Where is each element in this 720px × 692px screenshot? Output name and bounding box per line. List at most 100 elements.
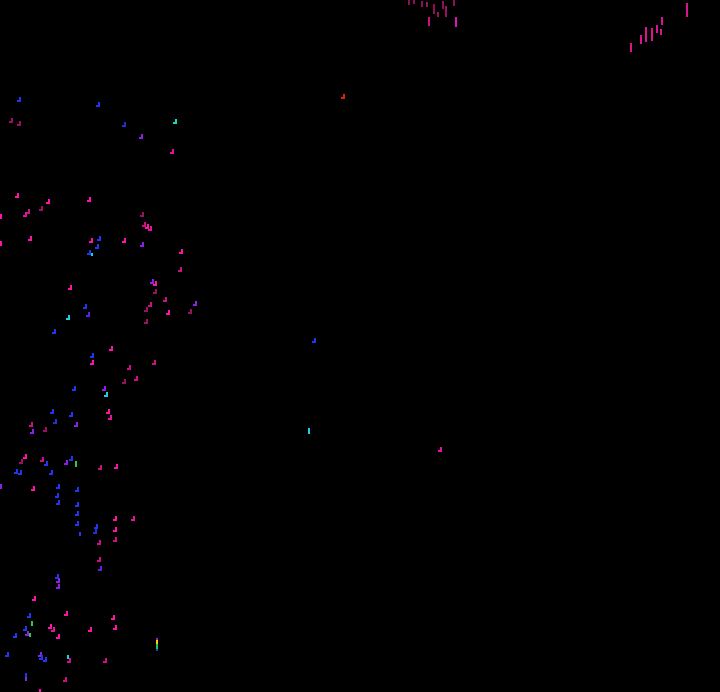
note-particle xyxy=(97,236,101,241)
note-particle xyxy=(144,307,148,312)
streak-particle xyxy=(455,17,457,27)
note-particle xyxy=(140,212,144,217)
note-particle xyxy=(74,422,78,427)
note-particle xyxy=(64,460,68,465)
streak-particle xyxy=(75,461,77,467)
note-particle xyxy=(152,360,156,365)
note-particle xyxy=(23,212,27,217)
note-particle xyxy=(75,502,79,507)
note-particle xyxy=(64,611,68,616)
streak-particle xyxy=(433,4,435,14)
note-particle xyxy=(83,304,87,309)
streak-particle xyxy=(630,43,632,52)
note-particle xyxy=(108,415,112,420)
streak-particle xyxy=(442,1,444,9)
note-particle xyxy=(87,197,91,202)
note-particle xyxy=(179,249,183,254)
note-particle xyxy=(43,427,47,432)
note-particle xyxy=(14,469,18,474)
note-particle xyxy=(0,484,2,489)
streak-particle xyxy=(408,0,410,5)
rainbow-particle xyxy=(156,638,158,651)
streak-particle xyxy=(31,621,33,626)
note-particle xyxy=(153,289,157,294)
streak-particle xyxy=(651,28,653,41)
note-particle xyxy=(97,557,101,562)
rainbow-segment xyxy=(156,649,158,651)
note-particle xyxy=(25,631,29,636)
note-particle xyxy=(90,353,94,358)
note-particle xyxy=(173,119,177,124)
note-particle xyxy=(26,209,30,214)
note-particle xyxy=(44,461,48,466)
note-particle xyxy=(46,199,50,204)
note-particle xyxy=(13,633,17,638)
note-particle xyxy=(5,652,9,657)
note-particle xyxy=(104,392,108,397)
note-particle xyxy=(163,297,167,302)
note-particle xyxy=(32,596,36,601)
note-particle xyxy=(43,657,47,662)
streak-particle xyxy=(453,0,455,6)
note-particle xyxy=(150,279,154,284)
note-particle xyxy=(40,457,44,462)
streak-particle xyxy=(25,677,27,681)
note-particle xyxy=(17,97,21,102)
note-particle xyxy=(102,386,106,391)
note-particle xyxy=(18,470,22,475)
note-particle xyxy=(51,627,55,632)
note-particle xyxy=(103,658,107,663)
note-particle xyxy=(69,456,73,461)
streak-particle xyxy=(640,35,642,44)
note-particle xyxy=(86,312,90,317)
note-particle xyxy=(56,484,60,489)
note-particle xyxy=(28,236,32,241)
note-particle xyxy=(153,281,157,286)
note-particle xyxy=(27,613,31,618)
streak-particle xyxy=(428,17,430,26)
streak-particle xyxy=(686,3,688,17)
note-particle xyxy=(55,574,59,579)
note-particle xyxy=(341,94,345,99)
note-particle xyxy=(63,677,67,682)
streak-particle xyxy=(445,6,447,17)
streak-particle xyxy=(426,2,428,7)
note-particle xyxy=(88,627,92,632)
note-particle xyxy=(111,615,115,620)
note-particle xyxy=(48,624,52,629)
note-particle xyxy=(96,102,100,107)
note-particle xyxy=(23,454,27,459)
note-particle xyxy=(122,379,126,384)
note-particle xyxy=(56,500,60,505)
note-particle xyxy=(166,310,170,315)
note-particle xyxy=(438,447,442,452)
note-particle xyxy=(122,238,126,243)
note-particle xyxy=(56,634,60,639)
note-particle xyxy=(68,285,72,290)
note-particle xyxy=(31,486,35,491)
note-particle xyxy=(39,689,41,692)
note-particle xyxy=(95,244,99,249)
streak-particle xyxy=(656,25,658,33)
note-particle xyxy=(145,224,149,229)
note-particle xyxy=(89,238,93,243)
streak-particle xyxy=(29,633,31,637)
streak-particle xyxy=(421,1,423,7)
note-particle xyxy=(38,652,42,657)
note-particle xyxy=(87,250,91,255)
note-particle xyxy=(72,386,76,391)
note-particle xyxy=(29,422,33,427)
note-particle xyxy=(39,655,43,660)
rainbow-segment xyxy=(156,640,158,644)
note-particle xyxy=(56,578,60,583)
note-particle xyxy=(50,409,54,414)
streak-particle xyxy=(660,29,662,35)
note-particle xyxy=(148,226,152,231)
note-particle xyxy=(193,301,197,306)
note-particle xyxy=(312,338,316,343)
note-particle xyxy=(106,409,110,414)
note-particle xyxy=(170,149,174,154)
note-particle xyxy=(188,309,192,314)
note-particle xyxy=(98,465,102,470)
note-particle xyxy=(30,429,34,434)
